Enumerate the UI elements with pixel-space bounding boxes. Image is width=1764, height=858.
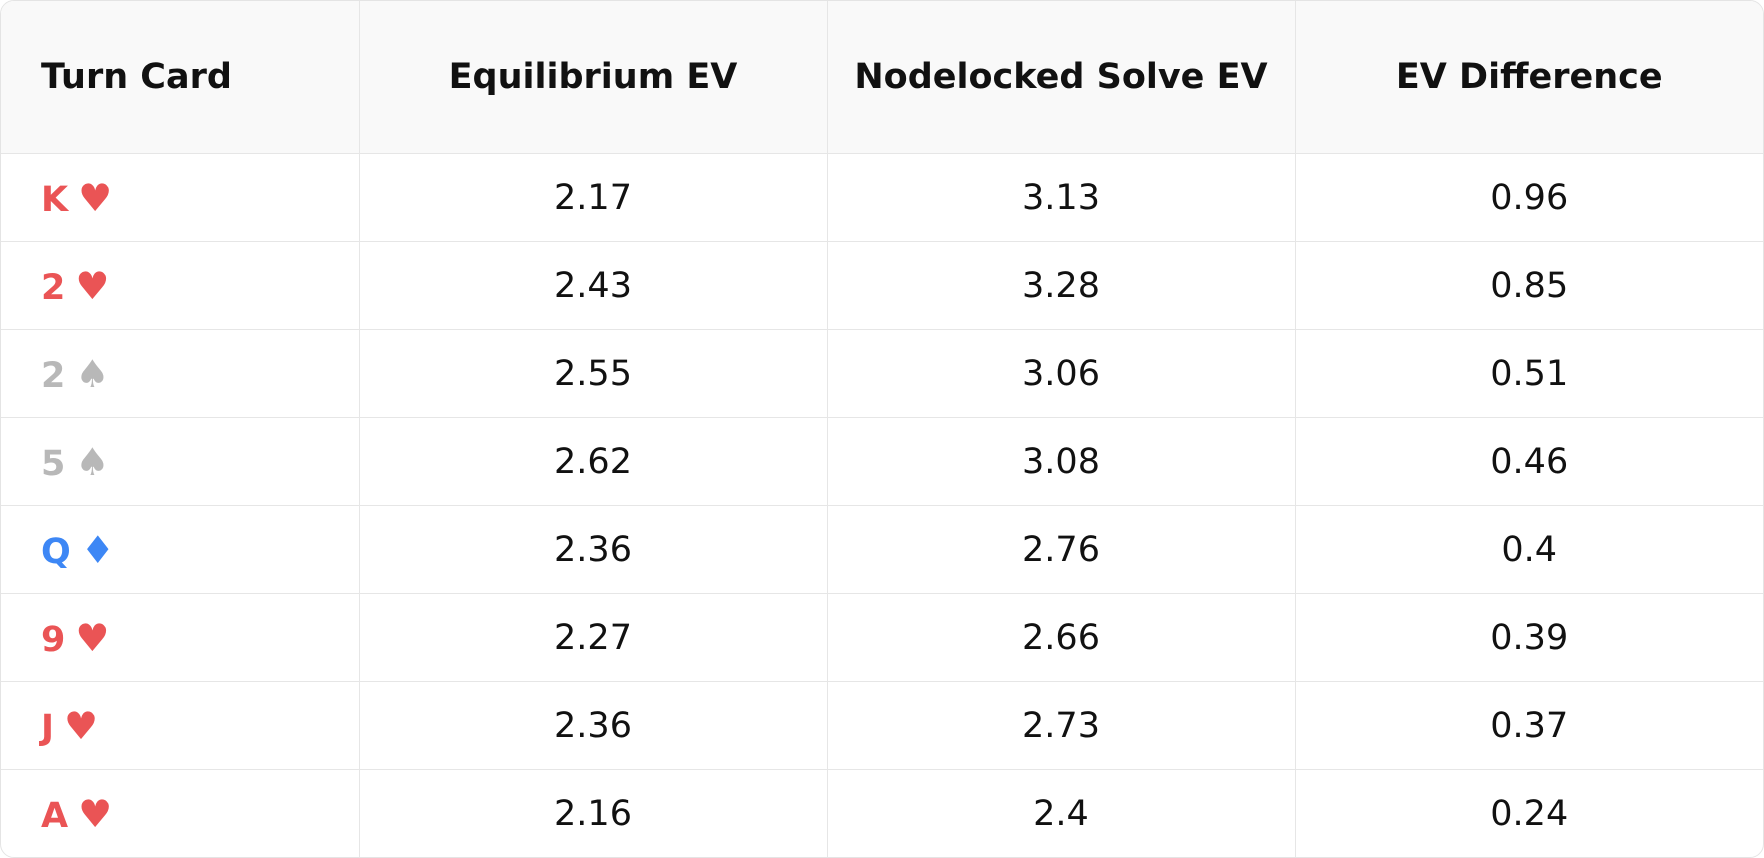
turn-card-cell: A ♥ [1,769,360,857]
turn-card-cell: J ♥ [1,681,360,770]
value-cell: 2.36 [359,681,828,770]
value-cell: 2.17 [359,153,828,242]
value-cell: 2.4 [827,769,1296,857]
card-suit: ♥ [78,791,113,836]
table-row: Q ♦ 2.36 2.76 0.4 [1,505,1763,594]
turn-card-cell: 5 ♠ [1,417,360,506]
card-rank: 2 [41,355,66,396]
value-cell: 0.39 [1295,593,1763,682]
value-cell: 2.43 [359,241,828,330]
value-cell: 2.66 [827,593,1296,682]
value-cell: 0.46 [1295,417,1763,506]
card-rank: K [41,179,69,220]
value-cell: 2.76 [827,505,1296,594]
value-cell: 3.08 [827,417,1296,506]
table-row: 5 ♠ 2.62 3.08 0.46 [1,417,1763,506]
card-suit: ♥ [78,175,113,220]
value-cell: 0.85 [1295,241,1763,330]
table-row: 2 ♠ 2.55 3.06 0.51 [1,329,1763,418]
card-suit: ♥ [75,263,110,308]
table-row: 2 ♥ 2.43 3.28 0.85 [1,241,1763,330]
value-cell: 0.96 [1295,153,1763,242]
value-cell: 2.16 [359,769,828,857]
table-row: K ♥ 2.17 3.13 0.96 [1,153,1763,242]
card-suit: ♥ [64,703,99,748]
turn-card-cell: 2 ♠ [1,329,360,418]
turn-card-cell: Q ♦ [1,505,360,594]
card-rank: A [41,795,69,836]
value-cell: 2.62 [359,417,828,506]
value-cell: 0.37 [1295,681,1763,770]
table-body: K ♥ 2.17 3.13 0.96 2 ♥ 2.43 3.28 0.85 2 ♠ 2.55 3.06 0.… [1,153,1763,857]
turn-card-cell: 9 ♥ [1,593,360,682]
turn-card-cell: K ♥ [1,153,360,242]
value-cell: 0.24 [1490,793,1569,834]
value-cell: 2.27 [359,593,828,682]
card-suit: ♠ [75,351,110,396]
card-rank: 2 [41,267,66,308]
value-cell: 0.51 [1295,329,1763,418]
header-cell: EV Difference [1295,1,1763,154]
header-cell: Turn Card [1,1,360,154]
header-cell: Nodelocked Solve EV [827,1,1296,154]
value-cell: 3.06 [827,329,1296,418]
value-cell: 2.36 [359,505,828,594]
card-suit: ♠ [75,439,110,484]
card-rank: 9 [41,619,66,660]
value-cell: 2.73 [827,681,1296,770]
table-row: 9 ♥ 2.27 2.66 0.39 [1,593,1763,682]
card-rank: Q [41,531,71,572]
value-cell: 3.13 [827,153,1296,242]
turn-card-cell: 2 ♥ [1,241,360,330]
card-rank: J [41,707,55,748]
card-rank: 5 [41,443,66,484]
table-row: J ♥ 2.36 2.73 0.37 [1,681,1763,770]
table-row: A ♥ 2.16 2.4 0.24 [1,769,1763,857]
header-cell: Equilibrium EV [359,1,828,154]
card-suit: ♦ [80,527,115,572]
card-suit: ♥ [75,615,110,660]
value-cell: 3.28 [827,241,1296,330]
value-cell: 0.4 [1295,505,1763,594]
header-row: Turn Card Equilibrium EV Nodelocked Solve … [1,1,1763,154]
value-cell: 2.55 [359,329,828,418]
